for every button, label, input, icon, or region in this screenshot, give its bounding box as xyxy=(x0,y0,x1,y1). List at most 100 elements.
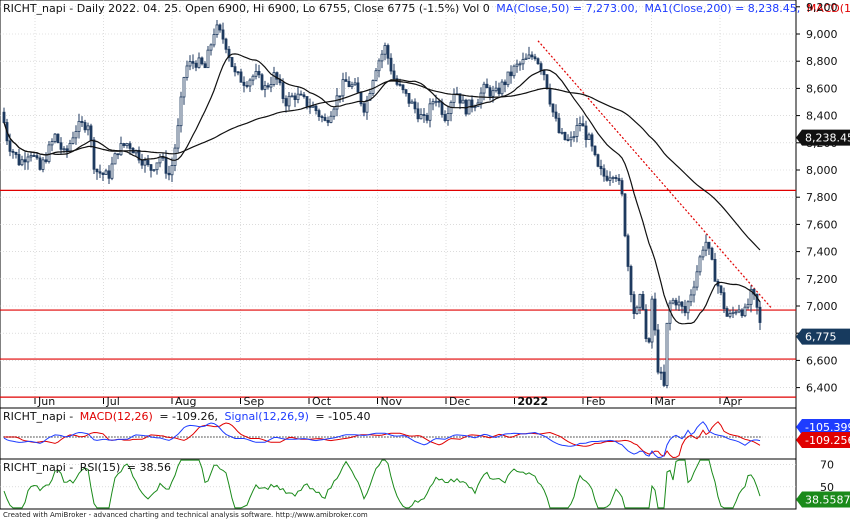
macd-value-badge: -109.256 xyxy=(796,432,850,448)
candle-body xyxy=(407,93,411,104)
candle-body xyxy=(107,170,111,179)
candle-body xyxy=(224,38,228,50)
candle-body xyxy=(593,145,597,156)
candle-body xyxy=(80,120,84,123)
candle-body xyxy=(47,144,51,162)
macd-title: RICHT_napi - MACD(12,26) = -109.26, Sign… xyxy=(3,410,371,423)
candle-body xyxy=(161,156,165,159)
candle-body xyxy=(755,293,759,308)
candle-body xyxy=(674,299,678,306)
candle-body xyxy=(92,139,96,170)
candle-body xyxy=(557,117,561,133)
candle-body xyxy=(497,87,501,95)
candle-body xyxy=(350,84,354,88)
macd-title-macd-val: = -109.26, xyxy=(159,410,218,423)
candle-body xyxy=(332,108,336,117)
candle-body xyxy=(377,60,381,72)
candle-body xyxy=(269,84,273,88)
candle-body xyxy=(149,164,153,171)
candle-body xyxy=(605,175,609,181)
candle-body xyxy=(122,143,126,146)
candle-body xyxy=(512,65,516,77)
candle-body xyxy=(38,157,42,170)
candle-body xyxy=(374,70,378,81)
macd-panel xyxy=(0,407,797,460)
candle-body xyxy=(587,134,591,140)
candle-body xyxy=(629,266,633,295)
support-lines xyxy=(0,189,796,398)
candle-body xyxy=(116,153,120,156)
price-title-main: RICHT_napi - Daily 2022. 04. 25. Open 69… xyxy=(3,2,490,15)
price-tick-label: 8,800 xyxy=(806,55,838,68)
candle-body xyxy=(656,329,660,373)
candle-body xyxy=(695,271,699,288)
candle-body xyxy=(218,24,222,31)
candle-body xyxy=(167,172,171,176)
candle-body xyxy=(653,298,657,331)
candle-body xyxy=(440,101,444,115)
candle-body xyxy=(680,301,684,307)
price-grid xyxy=(0,0,796,408)
candle-body xyxy=(584,125,588,140)
candle-body xyxy=(389,57,393,72)
candle-body xyxy=(641,293,645,310)
candle-body xyxy=(371,80,375,94)
candle-body xyxy=(32,155,36,157)
candle-body xyxy=(110,163,114,179)
candle-body xyxy=(422,114,426,116)
candle-body xyxy=(206,49,210,69)
macd-title-signal-val: = -105.40 xyxy=(315,410,370,423)
candle-body xyxy=(65,148,69,152)
price-tick-label: 7,800 xyxy=(806,191,838,204)
last-price-badge-text: 6,775 xyxy=(805,331,837,344)
footer-text: Created with AmiBroker - advanced charti… xyxy=(3,511,368,519)
price-axis: 6,4006,6006,8007,0007,2007,4007,6007,800… xyxy=(796,1,850,395)
ma200-line xyxy=(3,80,761,251)
price-tick-label: 7,200 xyxy=(806,273,838,286)
candle-body xyxy=(479,92,483,104)
candle-body xyxy=(560,131,564,134)
candle-body xyxy=(77,120,81,132)
candle-body xyxy=(419,114,423,120)
candle-body xyxy=(71,137,75,144)
candle-body xyxy=(392,70,396,80)
macd-line xyxy=(3,421,761,459)
candle-body xyxy=(176,125,180,149)
candle-body xyxy=(320,116,324,118)
candle-body xyxy=(140,159,144,166)
candle-body xyxy=(215,24,219,35)
candle-body xyxy=(170,165,174,176)
signal-value-badge: -105.399 xyxy=(796,419,850,435)
candle-body xyxy=(461,99,465,104)
candle-body xyxy=(203,63,207,69)
rsi-title-rsi: RSI(15) xyxy=(80,461,120,474)
candle-body xyxy=(287,95,291,107)
macd-badges: -105.399-109.256 xyxy=(796,419,850,448)
candle-body xyxy=(386,45,390,59)
candle-body xyxy=(125,143,129,146)
candle-body xyxy=(527,54,531,59)
candle-body xyxy=(401,84,405,91)
candle-body xyxy=(11,150,15,153)
candle-body xyxy=(521,59,525,65)
candle-body xyxy=(266,85,270,88)
candle-body xyxy=(191,61,195,64)
candle-body xyxy=(272,72,276,85)
candle-body xyxy=(356,82,360,93)
candle-body xyxy=(416,108,420,120)
candle-body xyxy=(59,142,63,150)
candle-body xyxy=(689,294,693,303)
rsi-value-badge-text: 38.5587 xyxy=(805,493,850,506)
candle-body xyxy=(551,103,555,113)
candle-body xyxy=(239,71,243,83)
candle-body xyxy=(650,298,654,343)
candle-body xyxy=(740,309,744,317)
price-tick-label: 9,000 xyxy=(806,28,838,41)
ma200-badge-text: 8,238.45 xyxy=(805,132,850,145)
candle-body xyxy=(554,111,558,119)
candle-body xyxy=(20,159,24,166)
candle-body xyxy=(491,90,495,97)
candle-body xyxy=(248,79,252,87)
candle-body xyxy=(290,95,294,98)
candle-body xyxy=(503,81,507,86)
